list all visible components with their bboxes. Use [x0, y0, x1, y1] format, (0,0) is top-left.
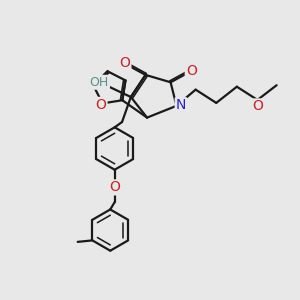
Text: OH: OH — [90, 76, 109, 89]
Text: O: O — [186, 64, 197, 78]
Text: O: O — [253, 99, 263, 113]
Text: O: O — [119, 56, 130, 70]
Text: O: O — [96, 98, 106, 112]
Text: N: N — [176, 98, 186, 112]
Text: O: O — [109, 180, 120, 194]
